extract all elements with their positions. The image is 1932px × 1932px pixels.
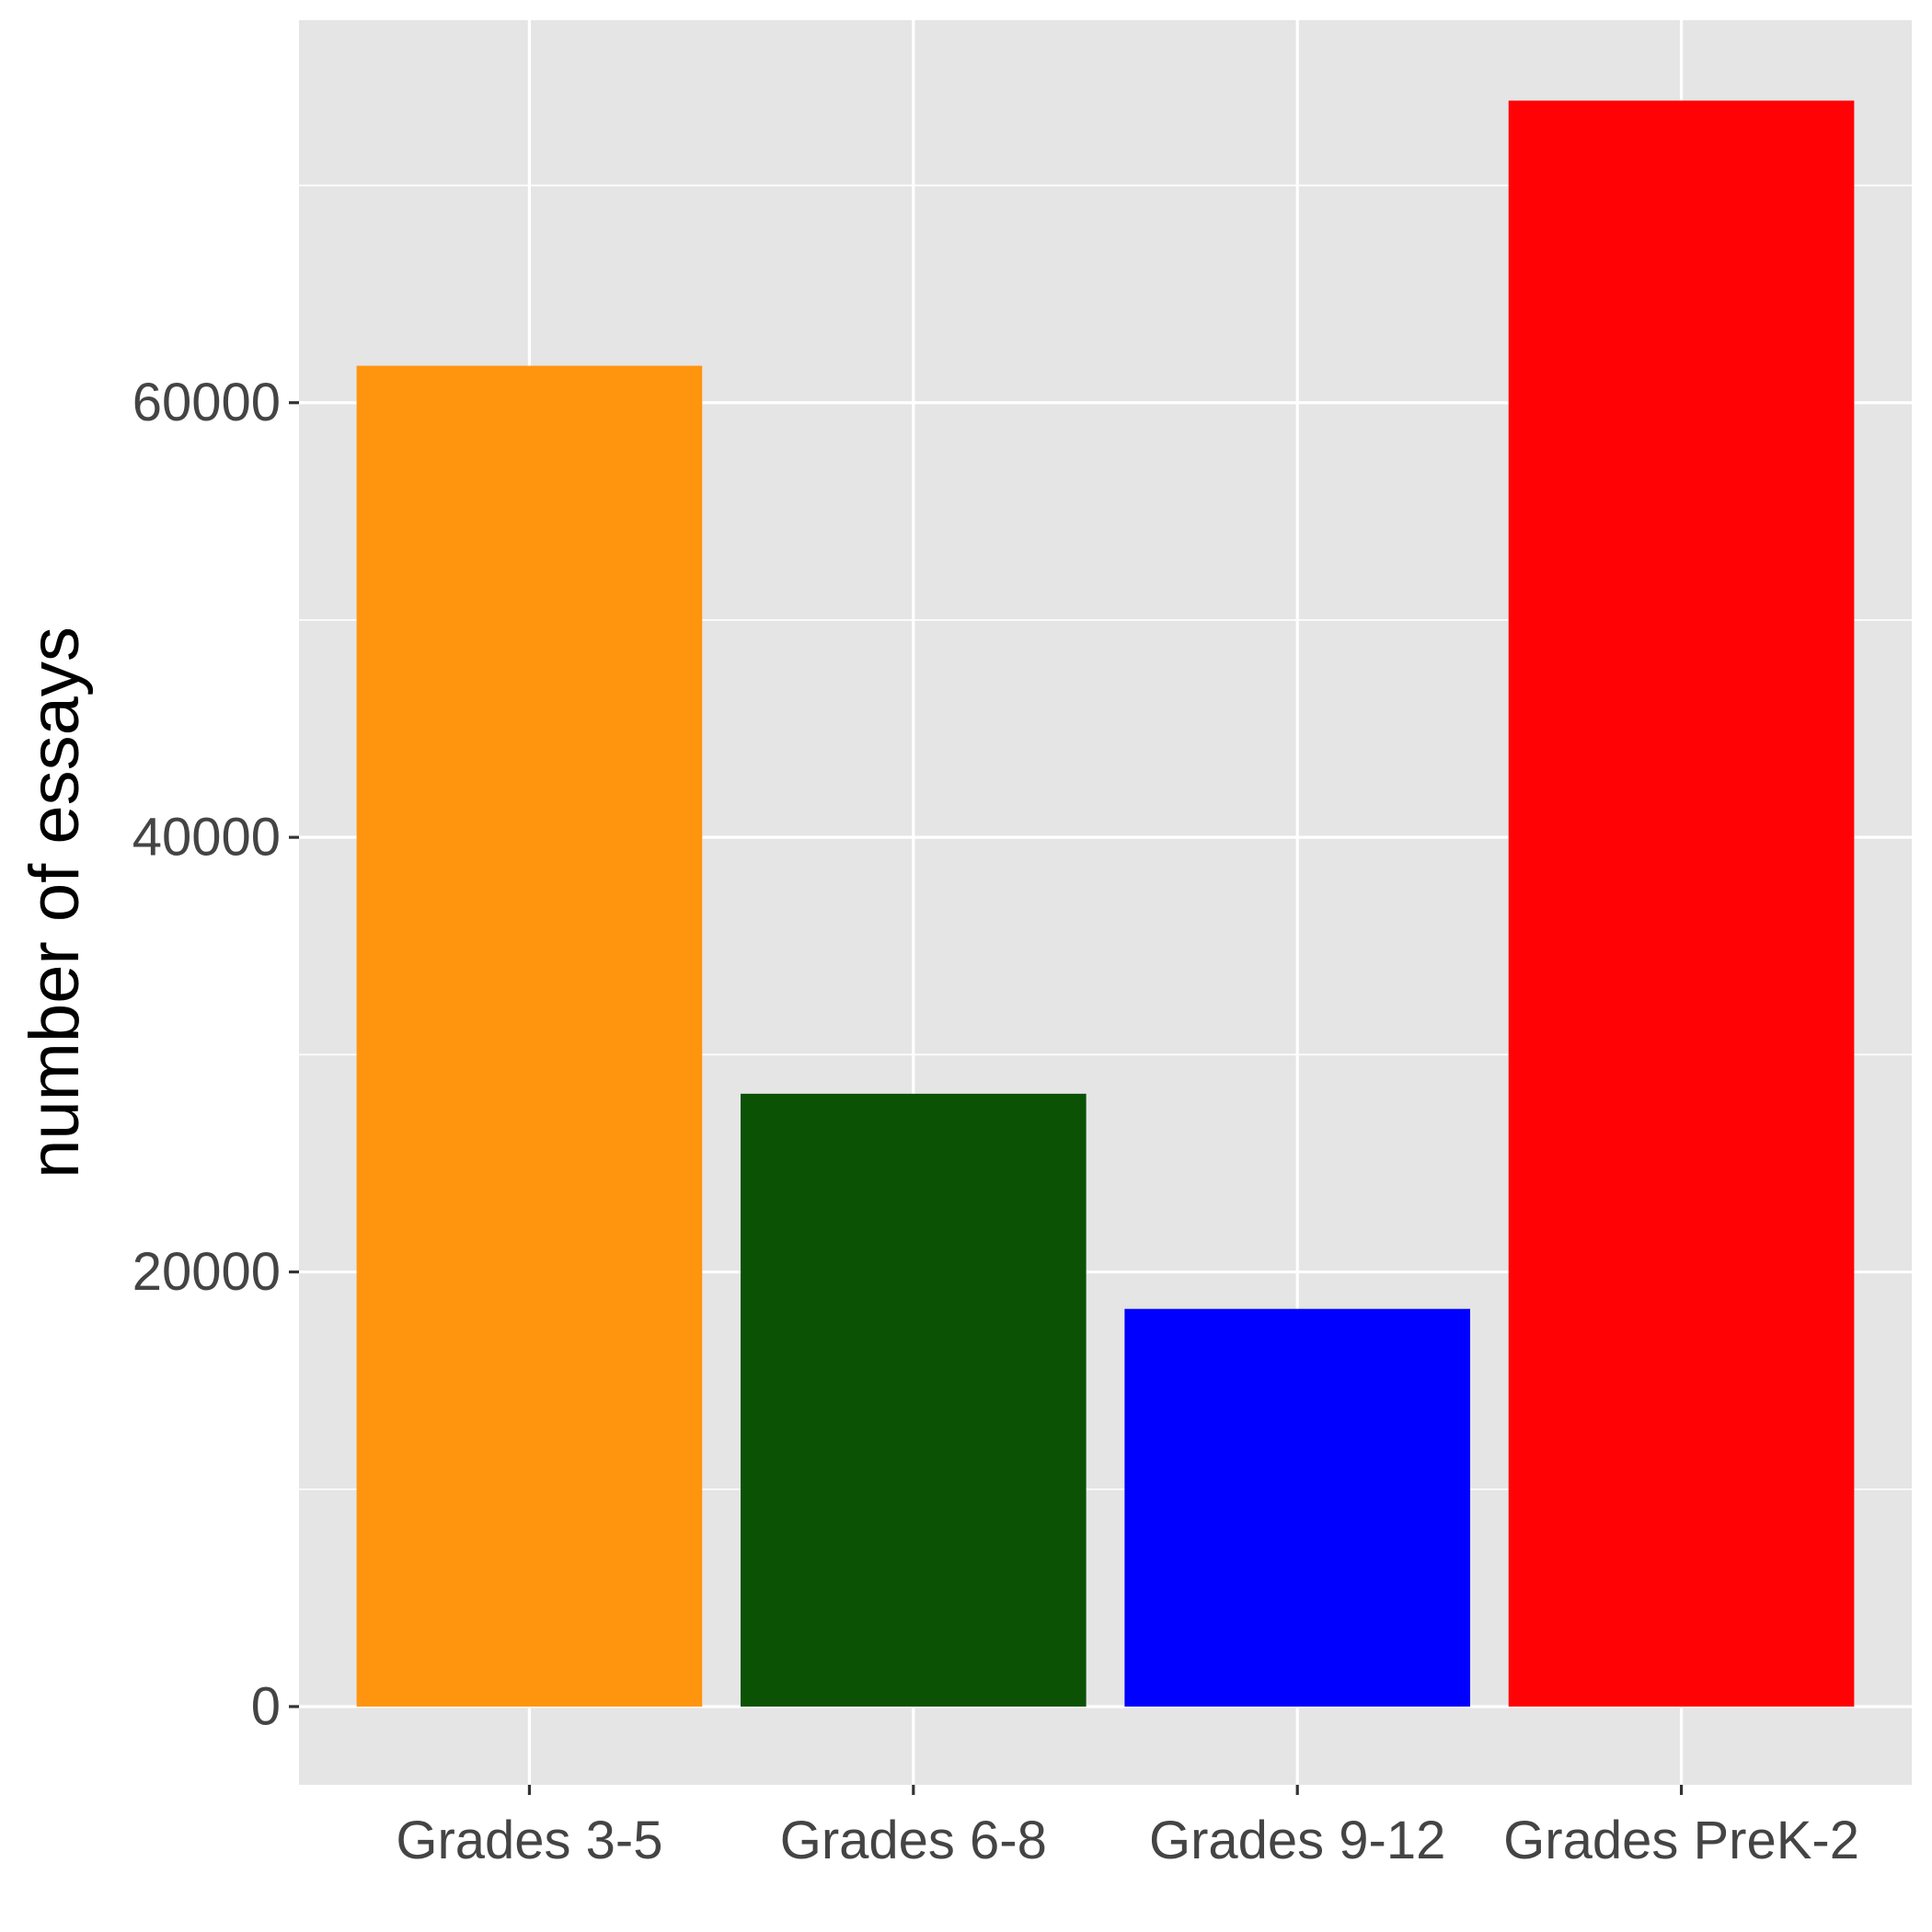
x-tick-label: Grades 6-8 bbox=[780, 1811, 1047, 1870]
y-tick-label: 0 bbox=[251, 1676, 281, 1736]
x-tick-label: Grades PreK-2 bbox=[1503, 1811, 1859, 1870]
bar-grades-prek-2 bbox=[1508, 100, 1855, 1707]
y-tick-label: 40000 bbox=[132, 808, 281, 868]
x-tick-label: Grades 9-12 bbox=[1149, 1811, 1445, 1870]
bar-grades-3-5 bbox=[356, 365, 703, 1707]
bar-grades-9-12 bbox=[1124, 1308, 1471, 1707]
y-tick-label: 60000 bbox=[132, 373, 281, 432]
bar-grades-6-8 bbox=[740, 1093, 1087, 1707]
x-tick-label: Grades 3-5 bbox=[396, 1811, 662, 1870]
y-axis: 0 20000 40000 60000 bbox=[132, 373, 299, 1736]
y-tick-label: 20000 bbox=[132, 1242, 281, 1302]
x-axis: Grades 3-5 Grades 6-8 Grades 9-12 Grades Pr… bbox=[396, 1785, 1859, 1870]
bars-group bbox=[356, 100, 1855, 1707]
y-axis-title: number of essays bbox=[16, 627, 94, 1179]
